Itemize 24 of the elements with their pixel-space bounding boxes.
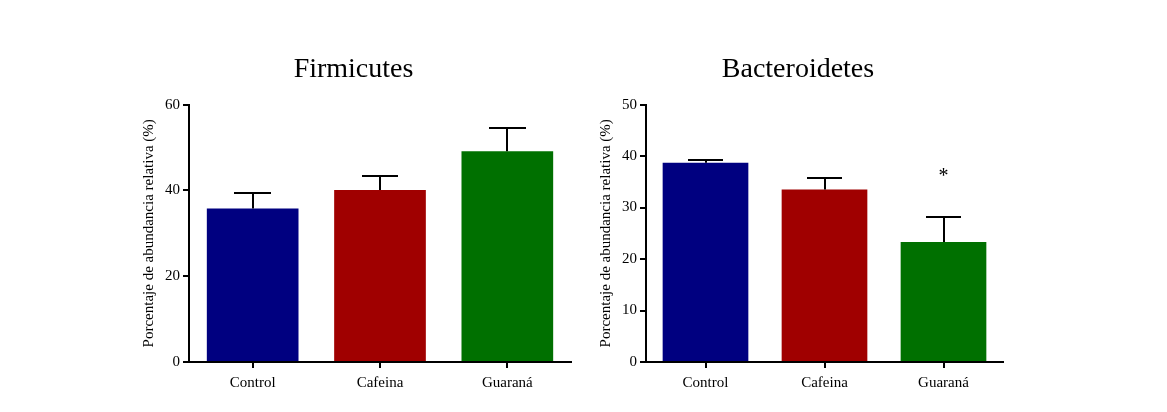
y-tick-label: 30 bbox=[622, 198, 637, 215]
y-tick-label: 40 bbox=[165, 181, 180, 198]
annotation: * bbox=[938, 164, 949, 187]
x-tick-label: Guaraná bbox=[918, 373, 970, 390]
y-axis-title: Porcentaje de abundancia relativa (%) bbox=[139, 119, 157, 348]
y-tick-label: 60 bbox=[165, 95, 180, 112]
y-tick-label: 50 bbox=[622, 95, 637, 112]
y-axis-title: Porcentaje de abundancia relativa (%) bbox=[596, 119, 614, 348]
y-tick-label: 10 bbox=[622, 301, 637, 318]
x-tick-label: Cafeina bbox=[801, 373, 849, 390]
bar bbox=[461, 151, 554, 361]
y-tick-label: 20 bbox=[165, 267, 180, 284]
chart-title: Bacteroidetes bbox=[721, 52, 875, 84]
x-tick-label: Control bbox=[682, 373, 729, 390]
y-tick-label: 0 bbox=[172, 352, 180, 369]
x-tick-label: Cafeina bbox=[356, 373, 404, 390]
chart-title: Firmicutes bbox=[293, 52, 414, 84]
x-tick-label: Guaraná bbox=[481, 373, 534, 390]
bar bbox=[206, 208, 299, 361]
x-tick-label: Control bbox=[229, 373, 276, 390]
bar bbox=[334, 189, 426, 361]
y-tick-label: 0 bbox=[629, 352, 637, 369]
y-tick-label: 20 bbox=[622, 249, 637, 266]
y-tick-label: 40 bbox=[622, 147, 637, 164]
